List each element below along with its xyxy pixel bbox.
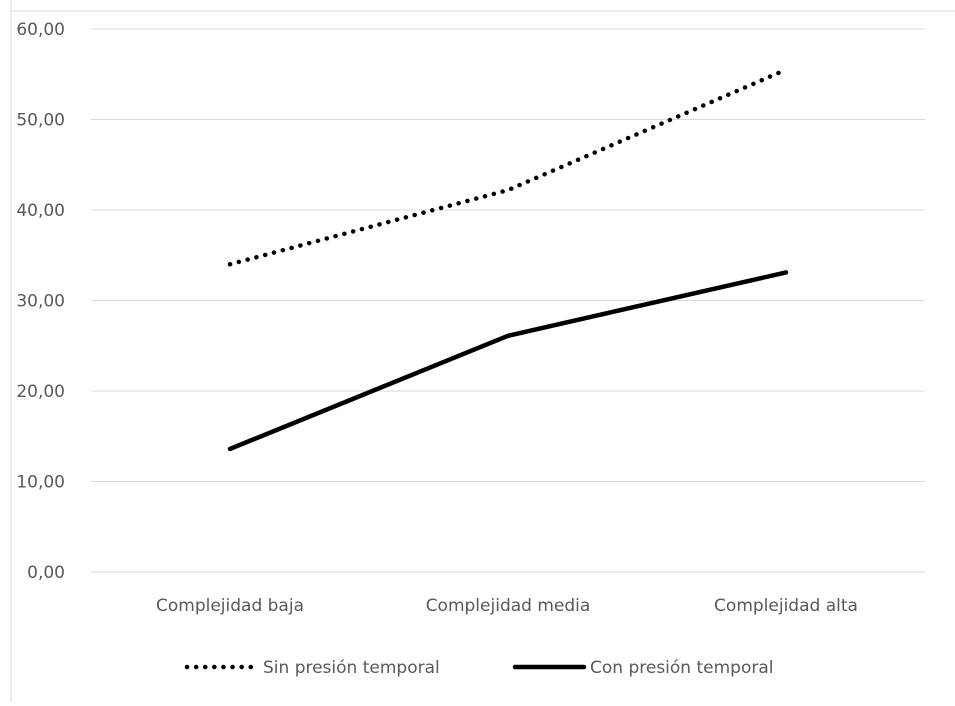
series-lines bbox=[227, 67, 789, 452]
x-tick-label: Complejidad baja bbox=[156, 596, 304, 616]
x-tick-label: Complejidad alta bbox=[714, 596, 858, 616]
legend-label: Sin presión temporal bbox=[263, 658, 440, 678]
y-tick-label: 40,00 bbox=[16, 201, 65, 221]
y-tick-label: 30,00 bbox=[16, 292, 65, 312]
y-tick-label: 50,00 bbox=[16, 111, 65, 131]
gridlines bbox=[91, 28, 925, 573]
y-tick-label: 10,00 bbox=[16, 473, 65, 493]
series-line bbox=[227, 270, 789, 452]
x-tick-label: Complejidad media bbox=[426, 596, 591, 616]
series-line bbox=[227, 67, 789, 267]
legend: Sin presión temporal Con presión temporal bbox=[184, 658, 773, 678]
y-tick-label: 20,00 bbox=[16, 382, 65, 402]
y-tick-label: 60,00 bbox=[16, 20, 65, 40]
y-axis-tick-labels: 0,00 10,00 20,00 30,00 40,00 50,00 60,00 bbox=[16, 20, 65, 583]
y-tick-label: 0,00 bbox=[27, 563, 65, 583]
legend-label: Con presión temporal bbox=[590, 658, 773, 678]
x-axis-tick-labels: Complejidad baja Complejidad media Complej… bbox=[156, 596, 858, 616]
